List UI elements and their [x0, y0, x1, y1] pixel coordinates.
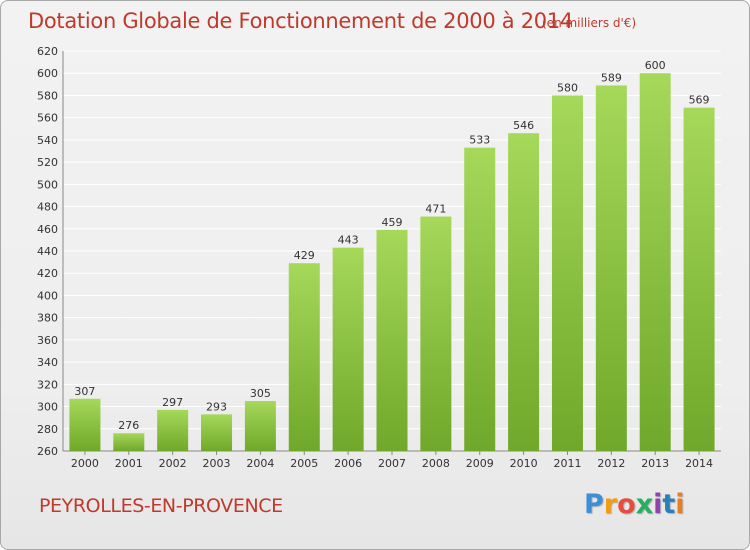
- x-tick-label: 2000: [71, 457, 99, 470]
- bar-value-label: 276: [118, 419, 139, 432]
- y-tick-label: 560: [37, 112, 58, 125]
- bar-value-label: 600: [645, 59, 666, 72]
- bars: [69, 73, 715, 452]
- y-tick-label: 620: [37, 45, 58, 58]
- bar-value-label: 443: [338, 234, 359, 247]
- bar: [157, 409, 189, 451]
- bar-value-label: 471: [425, 203, 446, 216]
- y-tick-label: 460: [37, 223, 58, 236]
- x-tick-label: 2009: [466, 457, 494, 470]
- y-tick-label: 600: [37, 67, 58, 80]
- bar: [639, 73, 671, 451]
- y-tick-label: 380: [37, 312, 58, 325]
- x-tick-label: 2007: [378, 457, 406, 470]
- y-tick-label: 260: [37, 445, 58, 458]
- commune-name: PEYROLLES-EN-PROVENCE: [39, 495, 283, 517]
- bar: [201, 414, 233, 451]
- y-tick-label: 280: [37, 423, 58, 436]
- x-tick-label: 2005: [290, 457, 318, 470]
- bar-value-label: 580: [557, 81, 578, 94]
- y-tick-label: 540: [37, 134, 58, 147]
- chart-title: Dotation Globale de Fonctionnement de 20…: [28, 9, 573, 33]
- y-tick-label: 420: [37, 267, 58, 280]
- y-tick-label: 500: [37, 178, 58, 191]
- proxiti-logo[interactable]: Proxiti: [584, 489, 685, 520]
- bar: [244, 401, 276, 451]
- bar: [551, 95, 583, 451]
- bar: [595, 85, 627, 451]
- x-tick-label: 2003: [203, 457, 231, 470]
- bar-value-label: 293: [206, 400, 227, 413]
- bar-value-label: 569: [689, 94, 710, 107]
- bar-value-label: 459: [382, 216, 403, 229]
- bar: [464, 147, 496, 451]
- bar: [508, 133, 540, 451]
- x-tick-label: 2004: [246, 457, 274, 470]
- x-tick-label: 2002: [159, 457, 187, 470]
- y-tick-label: 520: [37, 156, 58, 169]
- y-tick-label: 400: [37, 289, 58, 302]
- x-tick-label: 2011: [553, 457, 581, 470]
- bar-value-label: 429: [294, 249, 315, 262]
- bar-value-label: 589: [601, 71, 622, 84]
- bar-value-label: 307: [74, 385, 95, 398]
- y-tick-label: 360: [37, 334, 58, 347]
- bar: [420, 216, 452, 451]
- bar: [288, 263, 320, 451]
- x-tick-label: 2013: [641, 457, 669, 470]
- y-tick-label: 440: [37, 245, 58, 258]
- bar: [376, 229, 408, 451]
- y-tick-label: 320: [37, 378, 58, 391]
- y-tick-label: 580: [37, 89, 58, 102]
- bar: [683, 107, 715, 452]
- x-tick-label: 2010: [510, 457, 538, 470]
- y-tick-label: 480: [37, 201, 58, 214]
- bar: [332, 247, 364, 451]
- x-tick-label: 2014: [685, 457, 713, 470]
- bar-value-label: 533: [469, 134, 490, 147]
- bar: [69, 398, 101, 451]
- y-tick-labels: 260 280 300 320 340 360 380 400 420 440 460 480 500 5…: [37, 45, 58, 458]
- chart-subtitle: (en milliers d'€): [542, 16, 637, 30]
- data-labels: 307 276 297 293 305 429 443 459 471 533 546 580 589 6…: [74, 59, 709, 432]
- y-tick-label: 340: [37, 356, 58, 369]
- bar-value-label: 305: [250, 387, 271, 400]
- bar-value-label: 546: [513, 119, 534, 132]
- x-tick-labels: 2000 2001 2002 2003 2004 2005 2006 2007 2008 2009…: [71, 451, 713, 470]
- x-tick-label: 2012: [597, 457, 625, 470]
- y-tick-label: 300: [37, 401, 58, 414]
- x-tick-label: 2006: [334, 457, 362, 470]
- x-tick-label: 2008: [422, 457, 450, 470]
- bar-value-label: 297: [162, 396, 183, 409]
- bar: [113, 433, 145, 451]
- x-tick-label: 2001: [115, 457, 143, 470]
